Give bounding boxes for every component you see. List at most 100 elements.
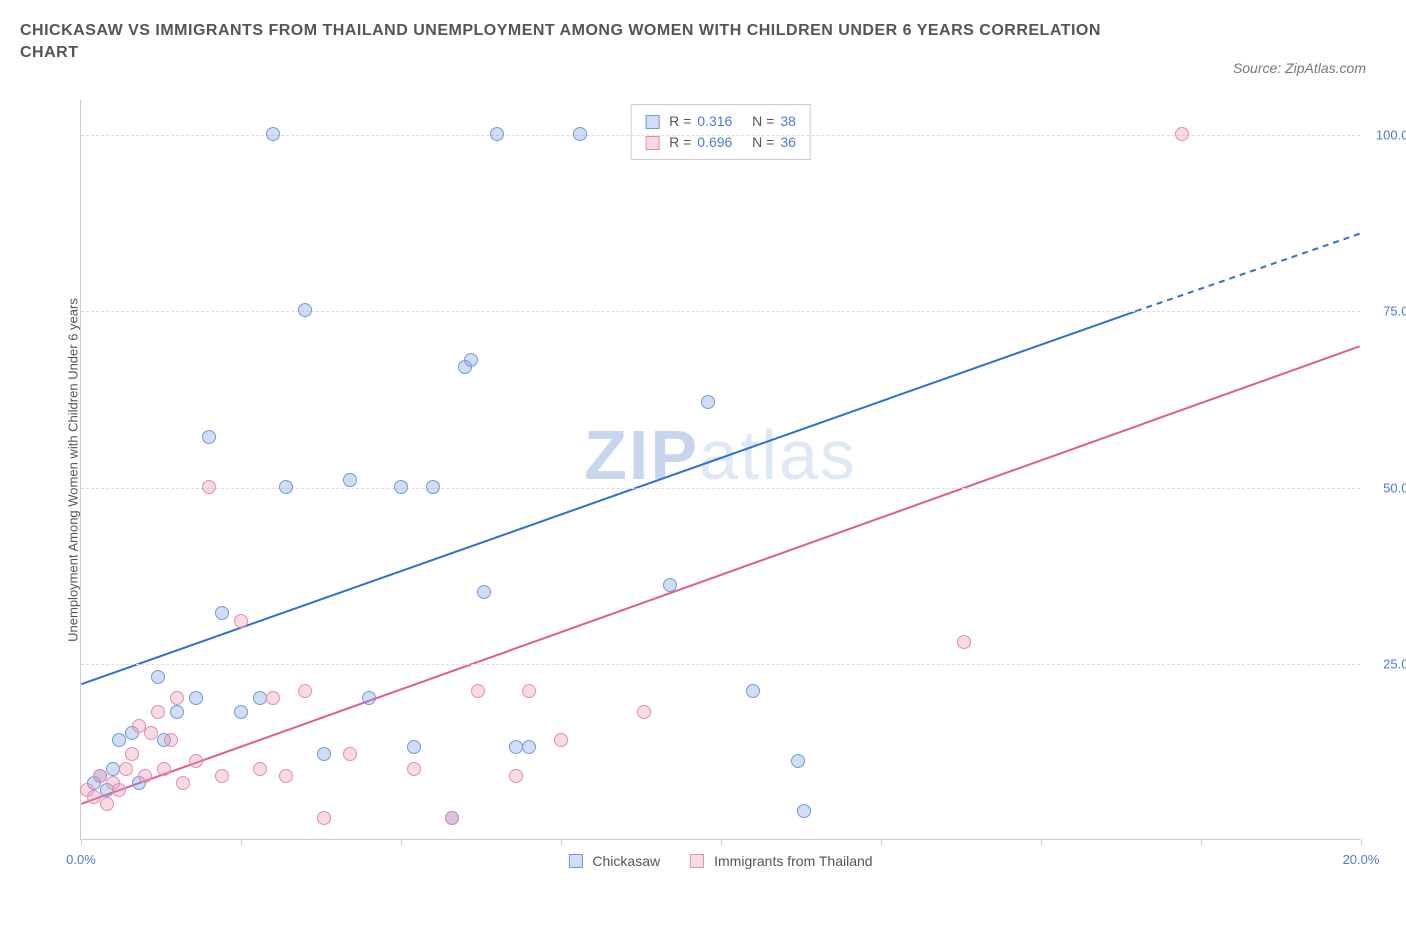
data-point bbox=[957, 635, 971, 649]
watermark-part1: ZIP bbox=[584, 416, 699, 494]
data-point bbox=[234, 705, 248, 719]
data-point bbox=[234, 614, 248, 628]
data-point bbox=[637, 705, 651, 719]
data-point bbox=[490, 127, 504, 141]
x-tick bbox=[721, 839, 722, 845]
data-point bbox=[407, 762, 421, 776]
x-tick bbox=[1361, 839, 1362, 845]
x-tick bbox=[81, 839, 82, 845]
legend-label-chickasaw: Chickasaw bbox=[592, 853, 660, 869]
y-tick-label: 100.0% bbox=[1376, 128, 1406, 143]
data-point bbox=[170, 691, 184, 705]
data-point bbox=[164, 733, 178, 747]
gridline bbox=[81, 664, 1360, 665]
y-tick-label: 50.0% bbox=[1383, 480, 1406, 495]
x-tick bbox=[561, 839, 562, 845]
chart-container: CHICKASAW VS IMMIGRANTS FROM THAILAND UN… bbox=[20, 20, 1386, 910]
y-axis-label: Unemployment Among Women with Children U… bbox=[66, 298, 81, 642]
x-tick bbox=[881, 839, 882, 845]
data-point bbox=[176, 776, 190, 790]
data-point bbox=[138, 769, 152, 783]
data-point bbox=[746, 684, 760, 698]
data-point bbox=[202, 480, 216, 494]
plot-area: Unemployment Among Women with Children U… bbox=[80, 100, 1360, 840]
data-point bbox=[445, 811, 459, 825]
data-point bbox=[170, 705, 184, 719]
legend-row-chickasaw: R = 0.316 N = 38 bbox=[645, 111, 796, 132]
data-point bbox=[701, 395, 715, 409]
data-point bbox=[471, 684, 485, 698]
data-point bbox=[464, 353, 478, 367]
x-tick bbox=[241, 839, 242, 845]
y-tick-label: 75.0% bbox=[1383, 304, 1406, 319]
data-point bbox=[1175, 127, 1189, 141]
data-point bbox=[407, 740, 421, 754]
data-point bbox=[202, 430, 216, 444]
data-point bbox=[157, 762, 171, 776]
data-point bbox=[119, 762, 133, 776]
data-point bbox=[522, 740, 536, 754]
data-point bbox=[791, 754, 805, 768]
correlation-legend: R = 0.316 N = 38 R = 0.696 N = 36 bbox=[630, 104, 811, 160]
data-point bbox=[797, 804, 811, 818]
data-point bbox=[317, 747, 331, 761]
data-point bbox=[189, 691, 203, 705]
data-point bbox=[266, 691, 280, 705]
y-tick-label: 25.0% bbox=[1383, 656, 1406, 671]
data-point bbox=[343, 747, 357, 761]
legend-label-thailand: Immigrants from Thailand bbox=[714, 853, 872, 869]
r-label: R = bbox=[669, 111, 691, 132]
n-value-chickasaw: 38 bbox=[780, 111, 796, 132]
data-point bbox=[144, 726, 158, 740]
legend-item-chickasaw: Chickasaw bbox=[568, 853, 660, 869]
data-point bbox=[522, 684, 536, 698]
data-point bbox=[112, 783, 126, 797]
data-point bbox=[253, 762, 267, 776]
r-value-chickasaw: 0.316 bbox=[697, 111, 732, 132]
n-label: N = bbox=[752, 111, 774, 132]
swatch-chickasaw bbox=[568, 854, 582, 868]
data-point bbox=[426, 480, 440, 494]
watermark-part2: atlas bbox=[699, 416, 857, 494]
legend-item-thailand: Immigrants from Thailand bbox=[690, 853, 872, 869]
data-point bbox=[87, 790, 101, 804]
data-point bbox=[151, 705, 165, 719]
x-tick bbox=[401, 839, 402, 845]
swatch-chickasaw bbox=[645, 115, 659, 129]
data-point bbox=[279, 769, 293, 783]
x-tick-label: 0.0% bbox=[66, 852, 96, 867]
data-point bbox=[573, 127, 587, 141]
data-point bbox=[298, 684, 312, 698]
swatch-thailand bbox=[690, 854, 704, 868]
data-point bbox=[477, 585, 491, 599]
data-point bbox=[362, 691, 376, 705]
data-point bbox=[132, 719, 146, 733]
data-point bbox=[100, 797, 114, 811]
data-point bbox=[509, 769, 523, 783]
trend-lines bbox=[81, 100, 1360, 839]
data-point bbox=[215, 769, 229, 783]
gridline bbox=[81, 488, 1360, 489]
watermark: ZIPatlas bbox=[584, 415, 857, 495]
source-attribution: Source: ZipAtlas.com bbox=[1233, 60, 1366, 76]
data-point bbox=[189, 754, 203, 768]
data-point bbox=[279, 480, 293, 494]
swatch-thailand bbox=[645, 136, 659, 150]
data-point bbox=[125, 747, 139, 761]
data-point bbox=[93, 769, 107, 783]
data-point bbox=[394, 480, 408, 494]
chart-title: CHICKASAW VS IMMIGRANTS FROM THAILAND UN… bbox=[20, 20, 1120, 65]
data-point bbox=[554, 733, 568, 747]
series-legend: Chickasaw Immigrants from Thailand bbox=[568, 853, 872, 869]
data-point bbox=[151, 670, 165, 684]
x-tick-label: 20.0% bbox=[1343, 852, 1380, 867]
x-tick bbox=[1041, 839, 1042, 845]
data-point bbox=[298, 303, 312, 317]
gridline bbox=[81, 311, 1360, 312]
data-point bbox=[112, 733, 126, 747]
data-point bbox=[343, 473, 357, 487]
data-point bbox=[266, 127, 280, 141]
data-point bbox=[663, 578, 677, 592]
x-tick bbox=[1201, 839, 1202, 845]
data-point bbox=[317, 811, 331, 825]
